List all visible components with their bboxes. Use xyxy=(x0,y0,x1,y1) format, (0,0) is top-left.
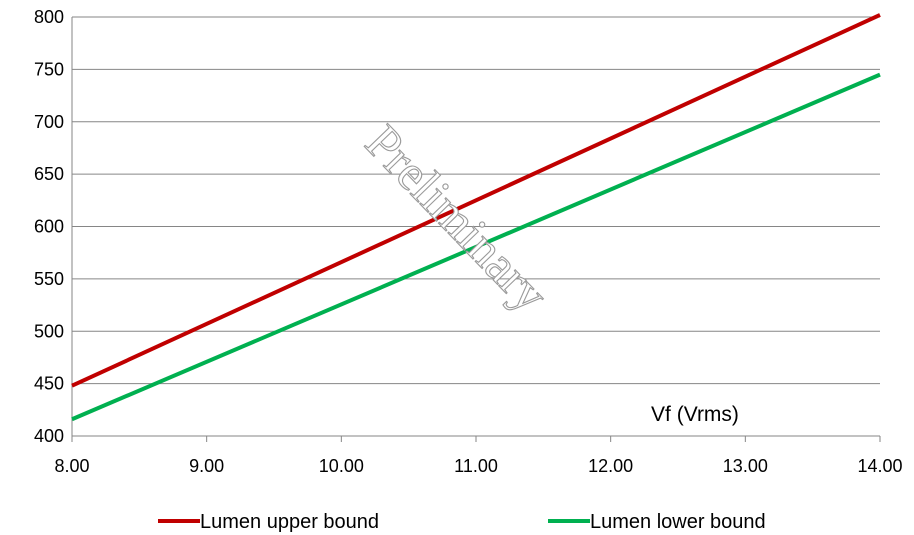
x-axis-tick-labels: 8.00 9.00 10.00 11.00 12.00 13.00 14.00 xyxy=(54,456,902,476)
legend: Lumen upper bound Lumen lower bound xyxy=(158,511,766,533)
axis-annotation-label: Vf (Vrms) xyxy=(651,403,739,426)
x-tick-label: 12.00 xyxy=(588,456,633,476)
y-tick-label: 550 xyxy=(34,269,64,289)
y-tick-label: 650 xyxy=(34,164,64,184)
x-tick-label: 14.00 xyxy=(857,456,902,476)
series-line-lower xyxy=(71,72,881,422)
gridlines xyxy=(72,16,880,385)
legend-label: Lumen lower bound xyxy=(590,511,766,533)
y-tick-label: 450 xyxy=(34,374,64,394)
y-tick-label: 600 xyxy=(34,217,64,237)
x-tick-label: 11.00 xyxy=(454,456,498,476)
series-line-upper xyxy=(71,13,881,388)
y-tick-label: 750 xyxy=(34,59,64,79)
x-tick-label: 9.00 xyxy=(189,456,224,476)
axes xyxy=(71,17,881,442)
legend-label: Lumen upper bound xyxy=(200,511,379,533)
y-axis-tick-labels: 400 450 500 550 600 650 700 750 800 xyxy=(34,7,64,446)
watermark-text: Preliminary xyxy=(355,114,559,323)
x-tick-label: 8.00 xyxy=(54,456,89,476)
x-tick-label: 10.00 xyxy=(319,456,364,476)
y-tick-label: 400 xyxy=(34,426,64,446)
x-tick-label: 13.00 xyxy=(723,456,768,476)
y-tick-label: 800 xyxy=(34,7,64,27)
y-tick-label: 700 xyxy=(34,112,64,132)
y-tick-label: 500 xyxy=(34,321,64,341)
data-series xyxy=(71,13,881,422)
